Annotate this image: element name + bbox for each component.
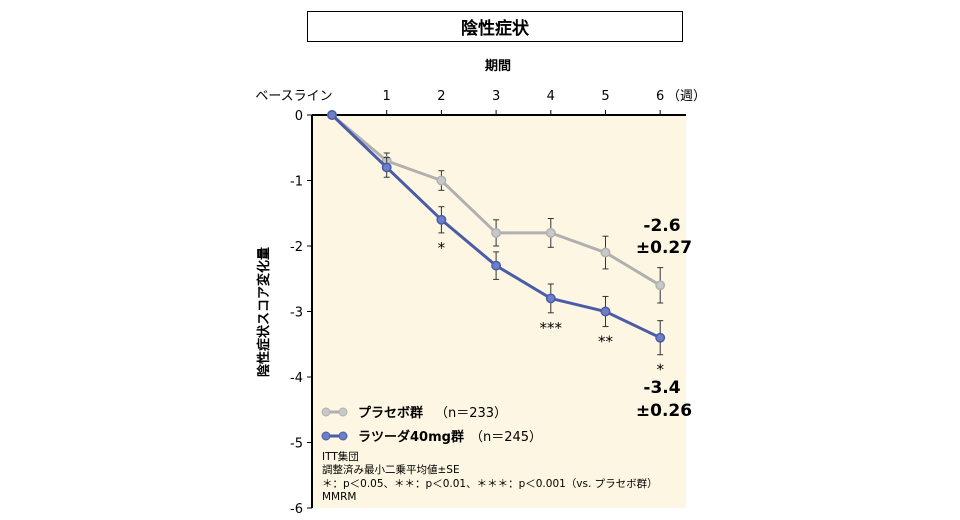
legend-n-placebo: （n＝233） [435,406,507,421]
placebo-endpoint-se: ±0.27 [636,238,692,258]
data-point-placebo-2 [436,175,447,186]
x-tick-label-0: ベースライン [255,89,332,104]
x-tick-label-5: 5 [601,89,609,104]
x-tick-label-2: 2 [437,89,445,104]
x-tick-label-6: 6 [656,89,664,104]
note-itt: ITT集団 [322,450,359,463]
note-significance: ＊：p＜0.05、＊＊：p＜0.01、＊＊＊：p＜0.001（vs. プラセボ群… [322,477,658,490]
data-point-placebo-3 [491,227,502,238]
data-point-drug-6 [655,332,666,343]
significance-marker-1: *** [540,319,563,337]
legend-marker-drug-1 [321,431,331,441]
data-point-drug-2 [436,214,447,225]
y-tick-label-4: -4 [290,371,303,386]
data-point-drug-1 [381,162,392,173]
data-point-placebo-5 [600,247,611,258]
legend: プラセボ群 （n＝233） ラツーダ40mg群 （n＝245） [321,405,542,445]
x-axis-title: 期間 [485,59,511,74]
data-point-drug-0 [327,110,337,120]
series-drug [327,110,666,356]
y-tick-label-0: 0 [295,109,303,124]
placebo-endpoint-value: -2.6 [643,216,680,236]
y-tick-label-5: -5 [290,437,303,452]
plot-area [312,115,686,508]
y-axis-title: 陰性症状スコア変化量 [256,247,272,377]
x-axis-unit: （週） [667,89,706,104]
y-tick-label-1: -1 [290,175,303,190]
y-tick-label-2: -2 [290,240,303,255]
significance-marker-3: * [656,361,664,379]
note-lsmeans: 調整済み最小二乗平均値±SE [322,463,460,476]
drug-endpoint-se: ±0.26 [636,401,692,421]
note-mmrm: MMRM [322,491,356,503]
x-tick-label-3: 3 [492,89,500,104]
footnotes: ITT集団 調整済み最小二乗平均値±SE ＊：p＜0.05、＊＊：p＜0.01、… [322,450,658,503]
significance-marker-0: * [438,239,446,257]
chart-title: 陰性症状 [307,11,683,42]
legend-item-placebo: プラセボ群 （n＝233） [321,405,507,421]
data-point-placebo-4 [545,227,556,238]
data-point-drug-3 [491,260,502,271]
legend-marker-drug-2 [338,431,348,441]
legend-marker-placebo-1 [321,407,331,417]
legend-marker-placebo-2 [338,407,348,417]
significance-marker-2: ** [598,333,614,351]
data-point-placebo-6 [655,280,666,291]
y-tick-label-6: -6 [290,502,303,517]
legend-label-drug: ラツーダ40mg群 [358,429,464,445]
legend-item-drug: ラツーダ40mg群 （n＝245） [321,429,542,445]
legend-n-drug: （n＝245） [470,430,542,445]
drug-endpoint-value: -3.4 [643,378,680,398]
x-tick-label-4: 4 [547,89,555,104]
y-tick-label-3: -3 [290,306,303,321]
x-tick-label-1: 1 [383,89,391,104]
data-point-drug-4 [545,293,556,304]
legend-label-placebo: プラセボ群 [358,405,423,421]
data-point-drug-5 [600,306,611,317]
